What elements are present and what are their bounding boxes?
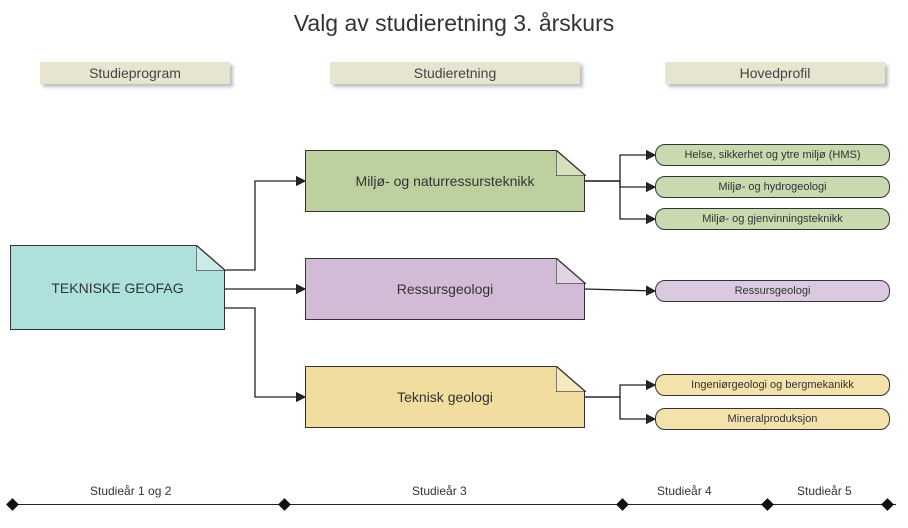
page-fold-icon — [556, 150, 586, 176]
column-header: Studieretning — [330, 62, 580, 84]
timeline-diamond-icon — [761, 498, 774, 511]
program-box: TEKNISKE GEOFAG — [10, 245, 225, 330]
profile-label: Mineralproduksjon — [728, 413, 818, 425]
timeline-label: Studieår 1 og 2 — [90, 484, 171, 498]
profile-label: Miljø- og gjenvinningsteknikk — [702, 213, 843, 225]
direction-label: Miljø- og naturressursteknikk — [356, 173, 535, 189]
direction-box: Teknisk geologi — [305, 366, 585, 428]
direction-label: Teknisk geologi — [397, 389, 493, 405]
timeline-diamond-icon — [881, 498, 894, 511]
timeline: Studieår 1 og 2 Studieår 3 Studieår 4 Studi… — [12, 484, 896, 510]
page-fold-icon — [556, 366, 586, 392]
program-label: TEKNISKE GEOFAG — [51, 280, 183, 296]
page-fold-icon — [196, 245, 226, 271]
direction-label: Ressursgeologi — [397, 281, 494, 297]
profile-pill: Helse, sikkerhet og ytre miljø (HMS) — [655, 144, 890, 166]
timeline-diamond-icon — [616, 498, 629, 511]
column-header: Hovedprofil — [665, 62, 885, 84]
timeline-label: Studieår 3 — [412, 484, 467, 498]
page-title: Valg av studieretning 3. årskurs — [0, 0, 908, 37]
diagram-area: TEKNISKE GEOFAG Miljø- og naturressurstek… — [0, 130, 908, 460]
profile-pill: Miljø- og gjenvinningsteknikk — [655, 208, 890, 230]
profile-label: Ingeniørgeologi og bergmekanikk — [691, 379, 854, 391]
column-header: Studieprogram — [40, 62, 230, 84]
profile-pill: Miljø- og hydrogeologi — [655, 176, 890, 198]
timeline-diamond-icon — [6, 498, 19, 511]
direction-box: Ressursgeologi — [305, 258, 585, 320]
profile-pill: Ressursgeologi — [655, 280, 890, 302]
direction-box: Miljø- og naturressursteknikk — [305, 150, 585, 212]
profile-label: Ressursgeologi — [735, 285, 811, 297]
timeline-diamond-icon — [278, 498, 291, 511]
timeline-label: Studieår 4 — [657, 484, 712, 498]
profile-pill: Ingeniørgeologi og bergmekanikk — [655, 374, 890, 396]
profile-label: Miljø- og hydrogeologi — [718, 181, 826, 193]
timeline-label: Studieår 5 — [797, 484, 852, 498]
profile-pill: Mineralproduksjon — [655, 408, 890, 430]
page-fold-icon — [556, 258, 586, 284]
profile-label: Helse, sikkerhet og ytre miljø (HMS) — [684, 149, 860, 161]
